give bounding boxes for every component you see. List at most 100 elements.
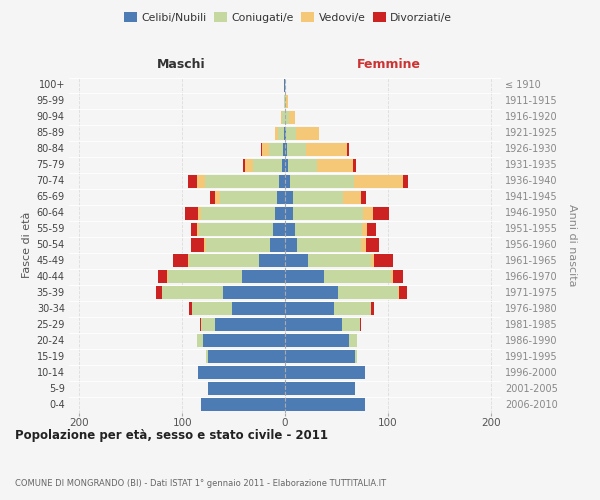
- Bar: [366, 238, 379, 252]
- Bar: [355, 350, 357, 363]
- Bar: [262, 142, 269, 156]
- Bar: [215, 318, 285, 332]
- Bar: [197, 222, 199, 235]
- Bar: [289, 111, 295, 124]
- Bar: [361, 238, 366, 252]
- Bar: [285, 366, 365, 379]
- Bar: [269, 238, 285, 252]
- Bar: [334, 302, 371, 316]
- Bar: [360, 318, 361, 332]
- Bar: [371, 302, 374, 316]
- Bar: [305, 142, 347, 156]
- Bar: [293, 206, 363, 220]
- Bar: [168, 270, 242, 283]
- Bar: [190, 254, 259, 268]
- Bar: [205, 174, 279, 188]
- Bar: [298, 238, 361, 252]
- Bar: [210, 190, 215, 203]
- Bar: [285, 334, 349, 347]
- Bar: [403, 174, 409, 188]
- Bar: [272, 222, 285, 235]
- Bar: [197, 366, 285, 379]
- Y-axis label: Anni di nascita: Anni di nascita: [568, 204, 577, 286]
- Bar: [193, 302, 232, 316]
- Bar: [161, 286, 223, 300]
- Bar: [190, 302, 193, 316]
- Bar: [259, 254, 285, 268]
- Bar: [275, 127, 278, 140]
- Bar: [275, 206, 285, 220]
- Bar: [282, 111, 285, 124]
- Bar: [391, 270, 393, 283]
- Y-axis label: Fasce di età: Fasce di età: [22, 212, 32, 278]
- Bar: [243, 158, 245, 172]
- Bar: [371, 254, 374, 268]
- Bar: [285, 270, 324, 283]
- Bar: [284, 95, 285, 108]
- Bar: [253, 158, 282, 172]
- Bar: [285, 222, 295, 235]
- Bar: [285, 127, 286, 140]
- Bar: [278, 127, 284, 140]
- Bar: [197, 206, 200, 220]
- Bar: [343, 190, 361, 203]
- Bar: [157, 286, 161, 300]
- Bar: [317, 158, 353, 172]
- Bar: [347, 142, 349, 156]
- Bar: [295, 222, 362, 235]
- Bar: [200, 318, 215, 332]
- Bar: [361, 190, 366, 203]
- Text: COMUNE DI MONGRANDO (BI) - Dati ISTAT 1° gennaio 2011 - Elaborazione TUTTITALIA.: COMUNE DI MONGRANDO (BI) - Dati ISTAT 1°…: [15, 478, 386, 488]
- Bar: [277, 190, 285, 203]
- Text: Femmine: Femmine: [356, 58, 421, 71]
- Bar: [349, 334, 357, 347]
- Bar: [353, 158, 356, 172]
- Bar: [281, 111, 282, 124]
- Bar: [285, 111, 289, 124]
- Bar: [285, 174, 290, 188]
- Bar: [373, 206, 389, 220]
- Bar: [167, 270, 168, 283]
- Bar: [362, 222, 367, 235]
- Bar: [288, 158, 317, 172]
- Bar: [338, 286, 398, 300]
- Bar: [204, 238, 206, 252]
- Bar: [341, 318, 360, 332]
- Bar: [188, 174, 197, 188]
- Bar: [293, 190, 343, 203]
- Bar: [242, 270, 285, 283]
- Bar: [173, 254, 188, 268]
- Bar: [285, 350, 355, 363]
- Bar: [206, 238, 269, 252]
- Bar: [188, 254, 190, 268]
- Text: Maschi: Maschi: [157, 58, 206, 71]
- Bar: [308, 254, 371, 268]
- Bar: [199, 222, 272, 235]
- Bar: [185, 206, 197, 220]
- Bar: [206, 350, 208, 363]
- Text: Popolazione per età, sesso e stato civile - 2011: Popolazione per età, sesso e stato civil…: [15, 430, 328, 442]
- Bar: [285, 238, 298, 252]
- Bar: [398, 286, 399, 300]
- Bar: [285, 142, 287, 156]
- Bar: [245, 158, 253, 172]
- Bar: [285, 382, 355, 395]
- Bar: [324, 270, 391, 283]
- Bar: [215, 190, 220, 203]
- Bar: [191, 222, 197, 235]
- Bar: [354, 174, 403, 188]
- Bar: [290, 174, 354, 188]
- Bar: [285, 286, 338, 300]
- Bar: [191, 238, 204, 252]
- Bar: [285, 206, 293, 220]
- Bar: [203, 334, 285, 347]
- Bar: [287, 142, 305, 156]
- Bar: [399, 286, 407, 300]
- Bar: [279, 174, 285, 188]
- Bar: [283, 142, 285, 156]
- Bar: [285, 398, 365, 411]
- Bar: [285, 190, 293, 203]
- Bar: [296, 127, 319, 140]
- Bar: [285, 302, 334, 316]
- Bar: [282, 158, 285, 172]
